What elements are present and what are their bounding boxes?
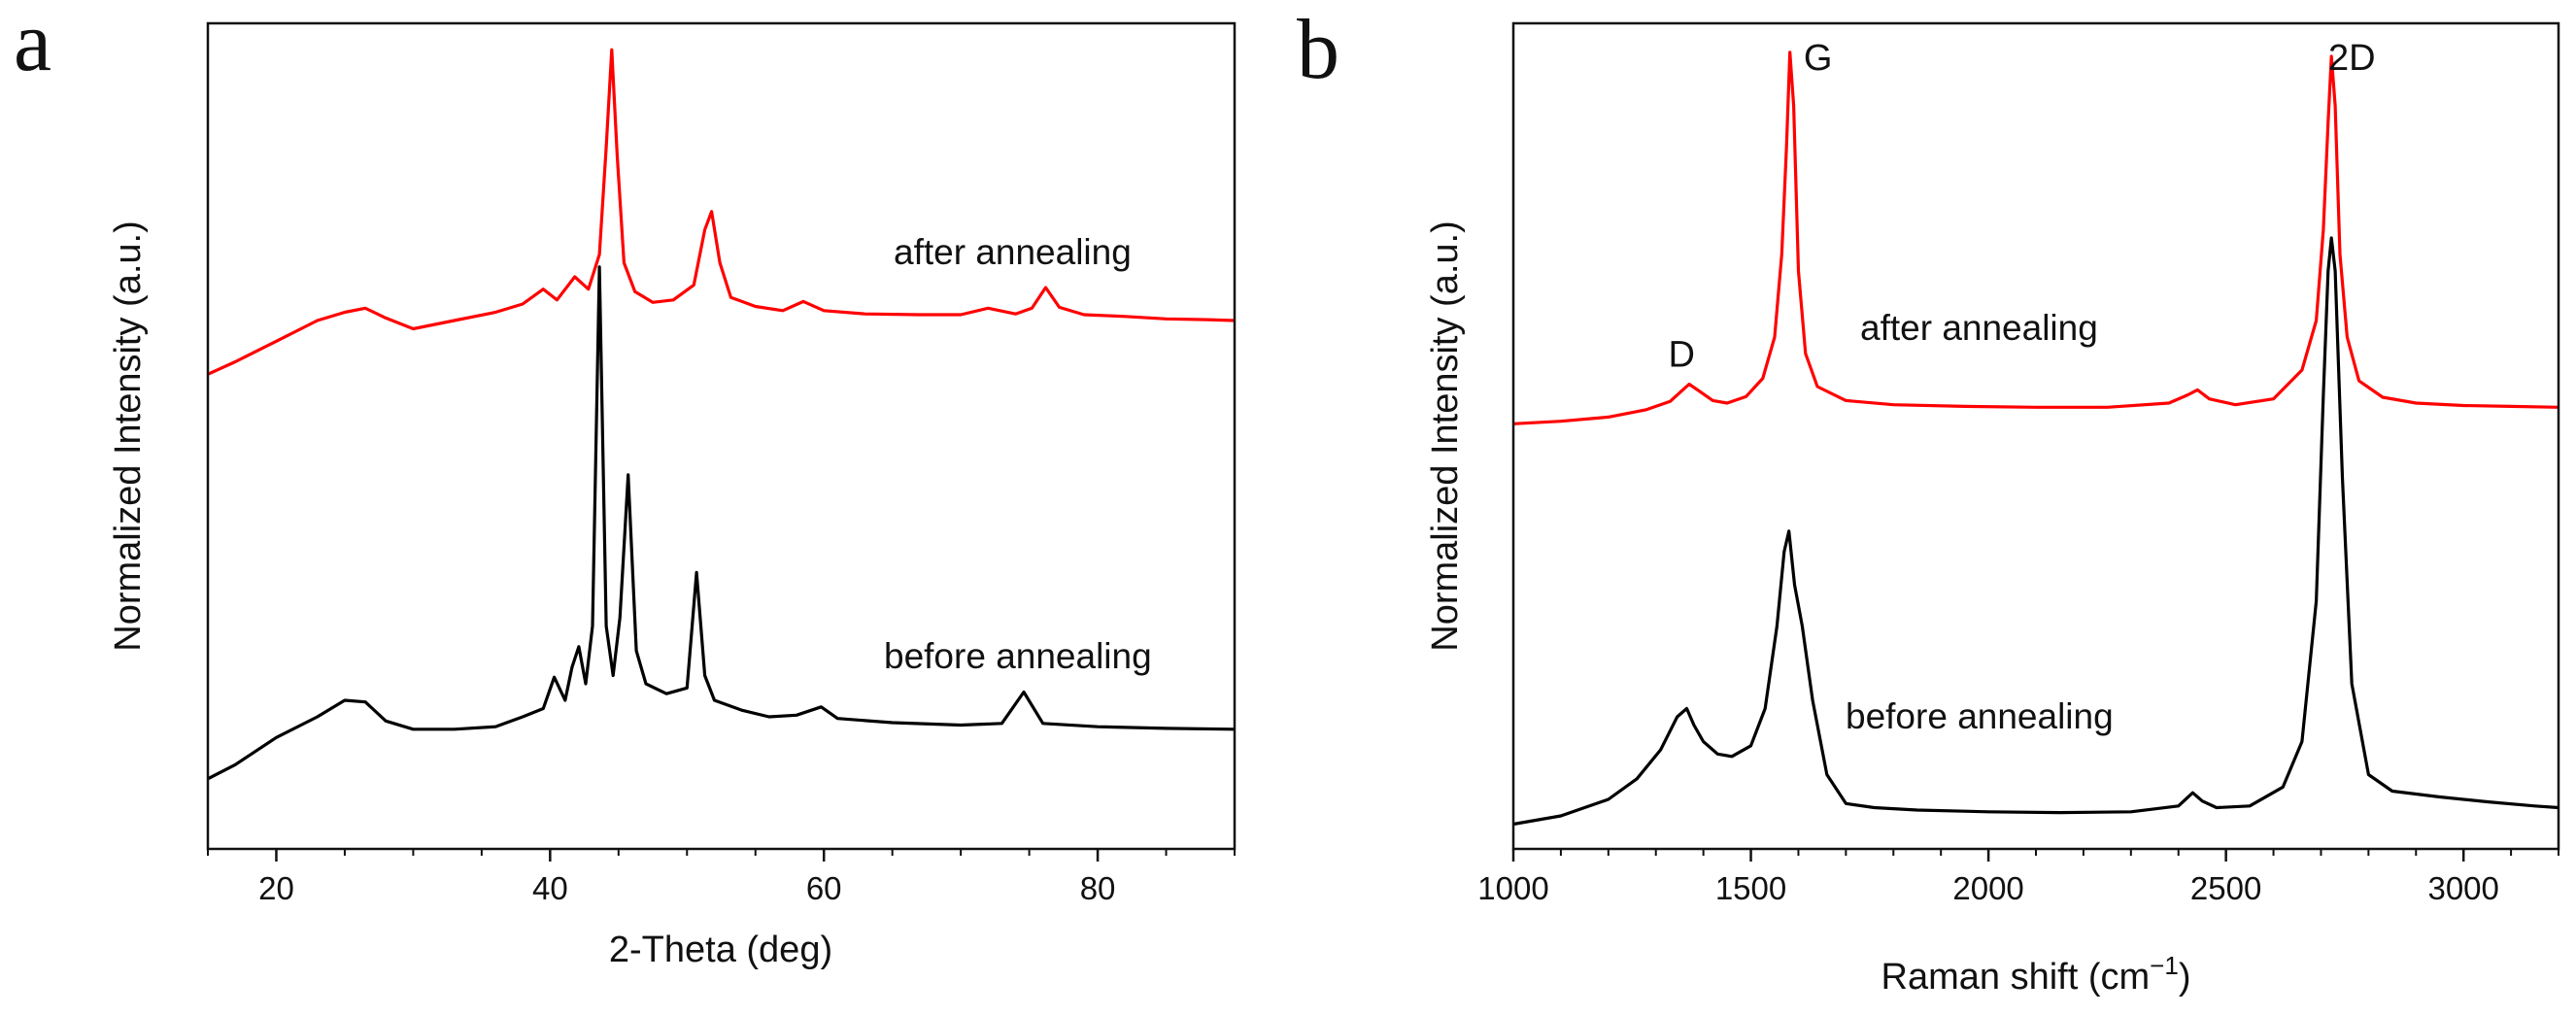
x-tick-label: 40 (532, 870, 568, 906)
annotation-before-annealing-b: before annealing (1846, 696, 2114, 736)
y-axis-title-a: Normalized Intensity (a.u.) (108, 220, 149, 652)
plot-frame-a (206, 21, 1237, 851)
panel-a: a 20 40 60 80 after annealing before anneal… (14, 0, 1237, 970)
panel-b: b 1000 1500 2000 2500 3000 D G 2D after anneal… (1297, 3, 2560, 998)
peak-label-d: D (1668, 334, 1694, 375)
peak-label-2d: 2D (2328, 38, 2376, 79)
panel-b-letter: b (1297, 3, 1339, 97)
annotation-before-annealing-a: before annealing (884, 636, 1152, 676)
y-axis-title-b: Normalized Intensity (a.u.) (1425, 220, 1466, 652)
panel-a-series (207, 48, 1236, 781)
peak-label-g: G (1804, 38, 1833, 79)
x-tick-label: 60 (806, 870, 842, 906)
peak-labels-b: D G 2D (1668, 38, 2375, 375)
x-tick-label: 80 (1080, 870, 1116, 906)
x-tick-label: 1500 (1715, 870, 1786, 906)
x-tick-label: 2500 (2190, 870, 2261, 906)
annotation-after-annealing-a: after annealing (894, 232, 1132, 272)
x-axis-title-a: 2-Theta (deg) (609, 930, 832, 970)
series-after-annealing-xrd (207, 48, 1236, 376)
x-axis-title-b: Raman shift (cm−1) (1881, 951, 2191, 998)
panel-a-letter: a (14, 0, 51, 89)
panel-b-series (1512, 51, 2559, 827)
x-tick-label: 20 (258, 870, 294, 906)
x-tick-label: 2000 (1952, 870, 2023, 906)
x-axis-ticks-b: 1000 1500 2000 2500 3000 (1477, 849, 2559, 906)
series-before-annealing-xrd (207, 265, 1236, 781)
x-axis-title-b-main: Raman shift (cm (1881, 957, 2151, 998)
series-before-annealing-raman (1512, 236, 2559, 827)
x-tick-label: 3000 (2427, 870, 2498, 906)
x-axis-ticks-a: 20 40 60 80 (207, 849, 1236, 906)
series-after-annealing-raman (1512, 51, 2559, 425)
x-axis-title-b-superscript: −1 (2150, 951, 2179, 980)
x-tick-label: 1000 (1477, 870, 1548, 906)
x-axis-title-b-suffix: ) (2179, 957, 2191, 998)
annotation-after-annealing-b: after annealing (1860, 308, 2098, 348)
